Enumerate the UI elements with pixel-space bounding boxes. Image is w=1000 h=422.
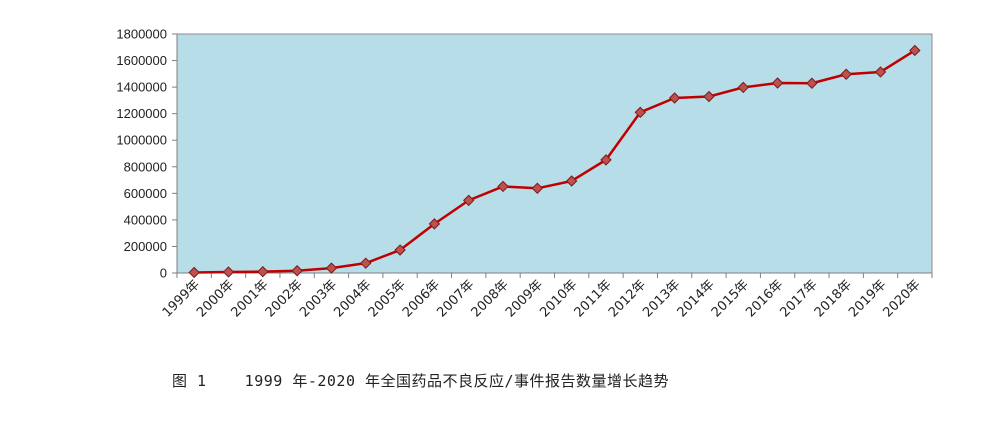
data-point-marker xyxy=(428,218,441,230)
x-tick-label: 2007年 xyxy=(434,277,477,320)
y-tick-label: 1600000 xyxy=(116,53,167,68)
y-tick-label: 600000 xyxy=(124,186,167,201)
data-point-marker xyxy=(462,194,475,207)
data-point-marker xyxy=(840,68,852,80)
data-point-marker xyxy=(634,106,647,119)
data-point-marker xyxy=(291,265,303,277)
x-tick-label: 2013年 xyxy=(640,277,683,320)
data-point-marker xyxy=(909,44,921,57)
y-tick-label: 1400000 xyxy=(116,80,167,95)
y-tick-label: 800000 xyxy=(124,159,167,174)
x-axis: 1999年2000年2001年2002年2003年2004年2005年2006年… xyxy=(160,272,933,320)
y-tick-label: 1000000 xyxy=(116,133,167,148)
y-axis: 0 200000 400000 600000 800000 1000000 1200000 1… xyxy=(116,27,178,281)
data-point-marker xyxy=(325,262,338,274)
y-tick-label: 1200000 xyxy=(116,106,167,121)
plot-area xyxy=(176,33,933,274)
x-tick-label: 2000年 xyxy=(194,277,237,320)
data-point-marker xyxy=(497,180,509,193)
data-point-marker xyxy=(360,257,372,269)
data-point-marker xyxy=(737,81,749,94)
data-point-marker xyxy=(257,265,269,278)
data-point-marker xyxy=(874,66,887,78)
data-point-marker xyxy=(600,154,612,166)
y-tick-label: 200000 xyxy=(124,239,167,254)
chart: 0 200000 400000 600000 800000 1000000 1200000 1… xyxy=(116,27,933,320)
figure-caption: 图 1 1999 年-2020 年全国药品不良反应/事件报告数量增长趋势 xyxy=(172,372,670,390)
y-tick-label: 1800000 xyxy=(116,27,167,42)
x-tick-label: 2005年 xyxy=(366,277,409,320)
x-tick-label: 2015年 xyxy=(709,277,752,320)
data-point-marker xyxy=(703,90,715,103)
data-point-marker xyxy=(394,244,406,256)
x-tick-label: 2019年 xyxy=(846,277,889,320)
data-point-marker xyxy=(668,92,681,104)
x-tick-label: 2014年 xyxy=(675,277,718,320)
x-tick-label: 2012年 xyxy=(606,277,649,320)
x-tick-label: 2010年 xyxy=(537,277,580,320)
x-tick-label: 2016年 xyxy=(743,277,786,320)
series-line xyxy=(194,49,916,274)
y-tick-label: 400000 xyxy=(124,212,167,227)
data-point-marker xyxy=(565,175,578,187)
x-tick-label: 2001年 xyxy=(228,277,271,320)
data-point-marker xyxy=(806,77,818,89)
x-tick-label: 2008年 xyxy=(469,277,512,320)
x-tick-label: 2011年 xyxy=(572,277,615,320)
series-markers xyxy=(188,44,921,279)
x-tick-label: 2018年 xyxy=(812,277,855,320)
data-point-marker xyxy=(188,266,200,279)
x-tick-label: 2004年 xyxy=(331,277,374,320)
y-tick-label: 0 xyxy=(160,266,167,281)
x-tick-label: 2003年 xyxy=(297,277,340,320)
x-tick-label: 1999年 xyxy=(160,277,203,320)
data-point-marker xyxy=(531,182,544,194)
x-tick-label: 2006年 xyxy=(400,277,443,320)
data-point-marker xyxy=(222,266,235,278)
data-point-marker xyxy=(771,77,784,89)
x-tick-label: 2002年 xyxy=(263,277,306,320)
x-tick-label: 2020年 xyxy=(880,277,923,320)
x-tick-label: 2017年 xyxy=(778,277,821,320)
x-tick-label: 2009年 xyxy=(503,277,546,320)
